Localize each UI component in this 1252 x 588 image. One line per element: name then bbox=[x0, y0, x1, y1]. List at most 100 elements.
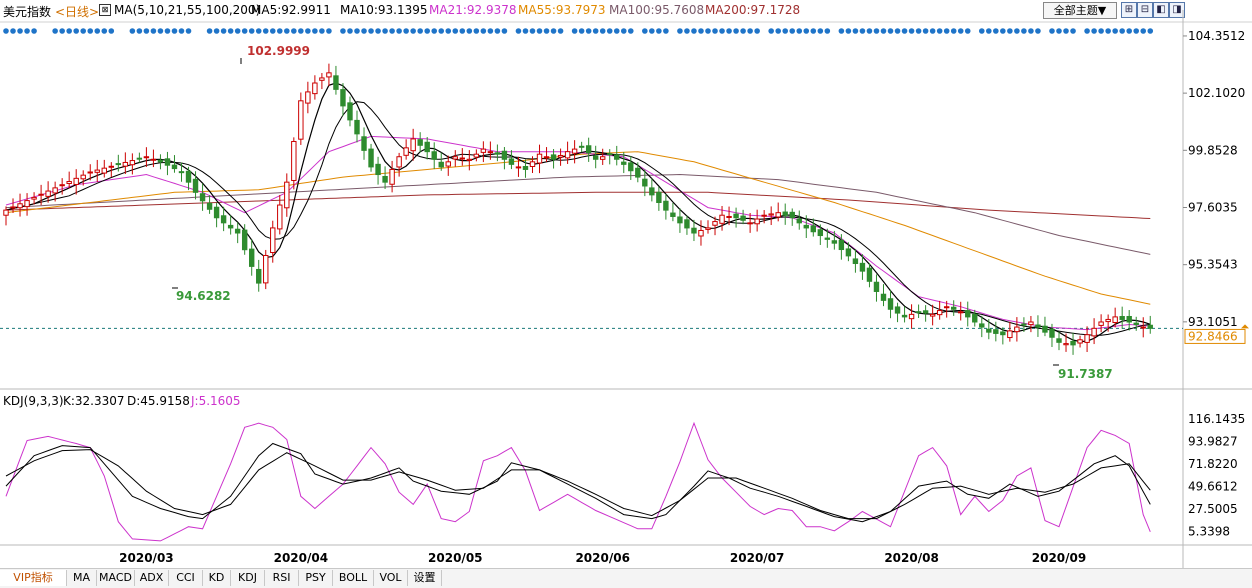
signal-dot bbox=[227, 28, 234, 34]
candle bbox=[1084, 326, 1090, 353]
candle bbox=[24, 193, 30, 216]
tab-psy[interactable]: PSY bbox=[299, 570, 333, 586]
signal-dot bbox=[220, 28, 227, 34]
candle-body bbox=[108, 165, 114, 168]
signal-dot bbox=[522, 28, 529, 34]
candle bbox=[522, 159, 529, 178]
tab-boll[interactable]: BOLL bbox=[333, 570, 374, 586]
candle-body bbox=[298, 100, 304, 140]
signal-dot bbox=[1035, 28, 1041, 34]
candle-body bbox=[508, 158, 515, 165]
tab-kdj[interactable]: KDJ bbox=[231, 570, 265, 586]
candle-body bbox=[122, 161, 129, 167]
signal-dot bbox=[17, 28, 23, 34]
signal-dot bbox=[1126, 28, 1132, 34]
candle-body bbox=[164, 158, 171, 166]
theme-dropdown-button[interactable]: 全部主题▼ bbox=[1043, 2, 1117, 19]
tab-ma[interactable]: MA bbox=[67, 570, 97, 586]
signal-dot bbox=[59, 28, 65, 34]
ma-settings-icon[interactable]: ⊠ bbox=[99, 4, 111, 16]
candle bbox=[1021, 317, 1027, 332]
period-selector[interactable]: <日线> bbox=[55, 5, 100, 19]
candle bbox=[1014, 317, 1020, 342]
candle-body bbox=[263, 255, 269, 284]
candle bbox=[354, 110, 360, 143]
candle-body bbox=[115, 163, 122, 166]
signal-dot bbox=[894, 28, 901, 34]
candle-body bbox=[993, 329, 999, 334]
candle-body bbox=[951, 306, 957, 310]
candle-body bbox=[1077, 339, 1083, 344]
candle-body bbox=[459, 157, 466, 160]
signal-dot bbox=[431, 28, 438, 34]
kdj-tick-label: 49.6612 bbox=[1188, 479, 1238, 493]
candle-body bbox=[894, 306, 901, 314]
candle-body bbox=[480, 148, 487, 153]
candle-body bbox=[1063, 343, 1069, 346]
signal-dot bbox=[929, 28, 936, 34]
candle-body bbox=[487, 151, 494, 154]
plus-grid-icon[interactable]: ⊞ bbox=[1121, 2, 1137, 18]
candle-body bbox=[705, 227, 711, 230]
signal-dot bbox=[782, 28, 789, 34]
candle bbox=[698, 220, 704, 246]
right-end-icon[interactable]: ◨ bbox=[1169, 2, 1185, 18]
candle bbox=[487, 141, 494, 160]
candle-body bbox=[10, 206, 16, 209]
candle bbox=[375, 156, 381, 185]
signal-dot bbox=[789, 28, 796, 34]
tab-kd[interactable]: KD bbox=[203, 570, 231, 586]
signal-dot bbox=[80, 28, 87, 34]
price-axis: 104.3512 102.1020 99.8528 97.6035 95.354… bbox=[1188, 29, 1245, 329]
tab-settings[interactable]: 设置 bbox=[408, 570, 442, 586]
price-tick-label: 104.3512 bbox=[1188, 29, 1245, 43]
candle bbox=[368, 143, 374, 172]
candle-body bbox=[656, 191, 662, 203]
tab-vol[interactable]: VOL bbox=[374, 570, 408, 586]
candle-body bbox=[59, 184, 65, 187]
candle-body bbox=[438, 161, 444, 168]
candle bbox=[705, 220, 711, 234]
signal-dot bbox=[964, 28, 971, 34]
signal-dot bbox=[986, 28, 992, 34]
candle bbox=[761, 210, 767, 224]
kdj-j-line bbox=[5, 421, 1151, 542]
candle-body bbox=[340, 89, 346, 107]
tab-adx[interactable]: ADX bbox=[135, 570, 169, 586]
candle bbox=[3, 206, 9, 226]
signal-dot bbox=[852, 28, 859, 34]
candle bbox=[270, 220, 276, 263]
candle-body bbox=[24, 200, 30, 208]
tab-cci[interactable]: CCI bbox=[169, 570, 203, 586]
candle bbox=[536, 144, 543, 174]
candle bbox=[887, 290, 894, 319]
candle-body bbox=[1133, 322, 1139, 326]
candle bbox=[979, 315, 985, 338]
high-annotation: 102.9999 bbox=[247, 44, 310, 58]
candle-body bbox=[614, 154, 620, 160]
tab-macd[interactable]: MACD bbox=[97, 570, 135, 586]
candle-body bbox=[852, 258, 859, 265]
candle-body bbox=[1000, 331, 1006, 336]
signal-dot bbox=[1140, 28, 1147, 34]
candle-body bbox=[754, 218, 760, 225]
candle bbox=[17, 193, 23, 217]
minus-grid-icon[interactable]: ⊟ bbox=[1137, 2, 1153, 18]
candle-body bbox=[1028, 321, 1034, 326]
candle-body bbox=[607, 153, 613, 156]
signal-dot bbox=[213, 28, 220, 34]
signal-dot bbox=[438, 28, 445, 34]
candle-body bbox=[824, 237, 831, 240]
candle bbox=[515, 156, 522, 177]
chart-canvas[interactable]: 102.9999 94.6282 91.7387 104.3512 102.10… bbox=[0, 0, 1252, 568]
candle bbox=[649, 178, 655, 202]
tab-vip[interactable]: VIP指标 bbox=[0, 570, 67, 586]
tab-rsi[interactable]: RSI bbox=[265, 570, 299, 586]
signal-dot bbox=[606, 28, 613, 34]
signal-dot bbox=[1000, 28, 1006, 34]
price-tick-label: 93.1051 bbox=[1188, 315, 1238, 329]
kdj-k-line bbox=[5, 442, 1151, 523]
left-end-icon[interactable]: ◧ bbox=[1153, 2, 1169, 18]
candle-body bbox=[1091, 327, 1097, 337]
signal-dot bbox=[915, 28, 922, 34]
